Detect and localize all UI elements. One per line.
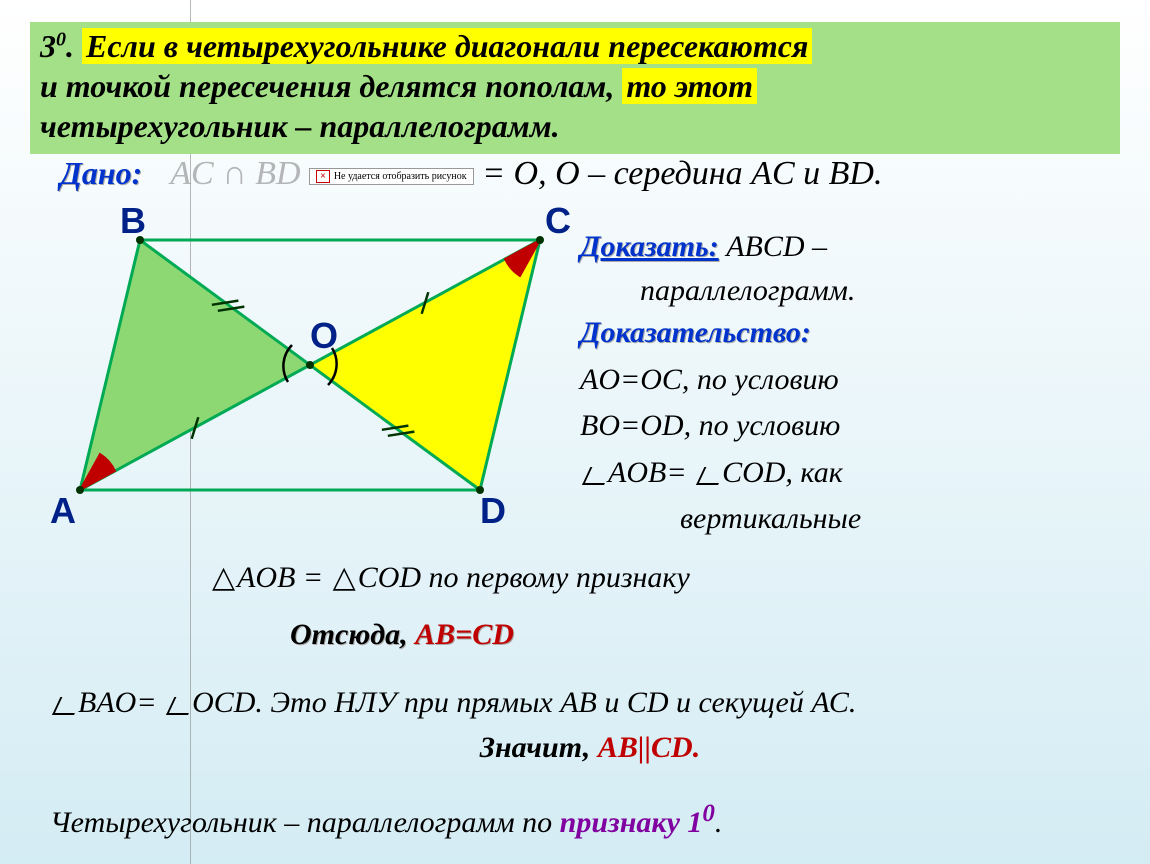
proof-l2: BO=OD, по условию xyxy=(580,403,1140,450)
congr-t2: COD по первому признаку xyxy=(358,561,690,594)
prove-t2: параллелограмм. xyxy=(640,274,855,307)
given-text: AC ∩ BD Не удается отобразить рисунок = … xyxy=(170,155,882,192)
given-row: Дано: AC ∩ BD Не удается отобразить рису… xyxy=(60,155,882,193)
label-B: В xyxy=(120,200,146,242)
proof-l3: AOB= COD, как xyxy=(580,450,1140,497)
label-C: С xyxy=(545,200,571,242)
bottom-l1a: BAO= xyxy=(78,686,164,719)
given-faint: AC ∩ BD xyxy=(170,155,300,192)
angle-icon xyxy=(696,465,720,485)
proof-label: Доказательство: xyxy=(580,316,811,349)
angle-icon xyxy=(166,695,190,715)
prove-block: Доказать: ABCD – параллелограмм. xyxy=(580,225,1120,312)
triangle-aob xyxy=(80,240,310,490)
theorem-box: 30. Если в четырехугольнике диагонали пе… xyxy=(30,22,1120,154)
broken-image-icon: Не удается отобразить рисунок xyxy=(309,168,473,185)
congr-t1: AOB = xyxy=(237,561,331,594)
final-t1: Четырехугольник – параллелограмм по xyxy=(50,806,560,839)
theorem-line2a: и точкой пересечения делятся пополам, xyxy=(40,68,614,104)
bottom-l1b: OCD. Это НЛУ при прямых АВ и CD и секуще… xyxy=(192,686,856,719)
parallelogram-diagram: А В С D O xyxy=(40,210,580,530)
conclusion-1: Отсюда, АВ=CD xyxy=(290,618,514,652)
theorem-hl2: то этот xyxy=(622,68,757,104)
triangle-icon: △ xyxy=(212,560,235,595)
proof-l3a: AOB= xyxy=(608,456,694,489)
given-label: Дано: xyxy=(60,155,142,191)
label-A: А xyxy=(50,490,76,532)
label-D: D xyxy=(480,490,506,532)
theorem-hl1: Если в четырехугольнике диагонали пересе… xyxy=(82,28,812,64)
concl1-eq: АВ=CD xyxy=(415,618,514,651)
bottom-l1: BAO= OCD. Это НЛУ при прямых АВ и CD и с… xyxy=(50,680,1130,725)
triangle-cod xyxy=(310,240,540,490)
prove-t1: ABCD – xyxy=(719,230,827,263)
final-purple: признаку 10 xyxy=(560,806,715,839)
triangle-icon: △ xyxy=(333,560,356,595)
angle-icon xyxy=(52,695,76,715)
given-rest: = O, O – середина AC и BD. xyxy=(482,155,882,192)
bottom-l2: Значит, АВ||CD. xyxy=(50,725,1130,770)
proof-l4: вертикальные xyxy=(580,496,1140,543)
proof-lines: Доказательство: AO=OC, по условию BO=OD,… xyxy=(580,310,1140,543)
proof-l3b: COD, как xyxy=(722,456,843,489)
theorem-line3: четырехугольник – параллелограмм. xyxy=(40,108,560,144)
prove-label: Доказать: xyxy=(580,230,719,263)
bottom-l2b: АВ||CD. xyxy=(598,731,700,764)
num: 3 xyxy=(40,28,56,64)
final-t3: . xyxy=(715,806,723,839)
bottom-block: BAO= OCD. Это НЛУ при прямых АВ и CD и с… xyxy=(50,680,1130,770)
final-line: Четырехугольник – параллелограмм по приз… xyxy=(50,800,722,840)
label-O: O xyxy=(310,315,338,357)
num-sup: 0 xyxy=(56,28,66,50)
proof-l1: AO=OC, по условию xyxy=(580,357,1140,404)
theorem-number: 30. xyxy=(40,28,82,64)
bottom-l2a: Значит, xyxy=(480,731,598,764)
concl1-pre: Отсюда, xyxy=(290,618,415,651)
congruence-line: △AOB = △COD по первому признаку xyxy=(210,560,1110,595)
angle-icon xyxy=(582,465,606,485)
